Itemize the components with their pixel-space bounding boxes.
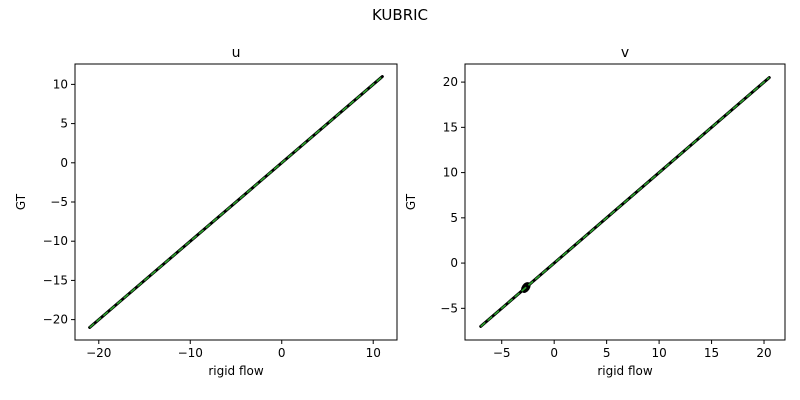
- y-tick-label: −10: [43, 234, 68, 248]
- y-tick-label: 5: [60, 117, 68, 131]
- x-tick-label: 20: [756, 346, 771, 360]
- y-axis-label: GT: [14, 193, 28, 210]
- x-axis-label: rigid flow: [597, 364, 653, 378]
- x-tick-label: −5: [493, 346, 511, 360]
- x-tick-label: 15: [704, 346, 719, 360]
- y-tick-label: −20: [43, 313, 68, 327]
- y-tick-label: 0: [450, 256, 458, 270]
- subplot-title: u: [232, 45, 241, 61]
- y-tick-label: 10: [53, 77, 68, 91]
- x-tick-label: 5: [603, 346, 611, 360]
- axes-frame: [464, 63, 786, 341]
- x-tick-label: 10: [651, 346, 666, 360]
- subplot-title: v: [621, 45, 629, 61]
- subplot-u: u −20 −10 0 10 −20 −15 −10 −5 0 5 10 rigid flow GT: [14, 45, 398, 378]
- y-tick-label: 15: [443, 120, 458, 134]
- x-tick-label: 10: [366, 346, 381, 360]
- x-tick-label: −20: [86, 346, 111, 360]
- y-tick-label: 10: [443, 166, 458, 180]
- y-axis-label: GT: [404, 193, 418, 210]
- y-tick-label: −15: [43, 273, 68, 287]
- x-tick-label: −10: [178, 346, 203, 360]
- x-tick-label: 0: [550, 346, 558, 360]
- y-tick-label: 20: [443, 75, 458, 89]
- x-axis-label: rigid flow: [208, 364, 264, 378]
- y-tick-label: 5: [450, 211, 458, 225]
- figure-suptitle: KUBRIC: [372, 6, 428, 24]
- identity-line: [89, 75, 383, 329]
- identity-line: [480, 76, 770, 328]
- y-tick-label: 0: [60, 156, 68, 170]
- y-tick-label: −5: [50, 195, 68, 209]
- y-tick-label: −5: [440, 301, 458, 315]
- x-tick-label: 0: [278, 346, 286, 360]
- subplot-v: v −5 0 5 10 15 20 −5 0 5 10 15 20 rigid flow GT: [404, 45, 786, 378]
